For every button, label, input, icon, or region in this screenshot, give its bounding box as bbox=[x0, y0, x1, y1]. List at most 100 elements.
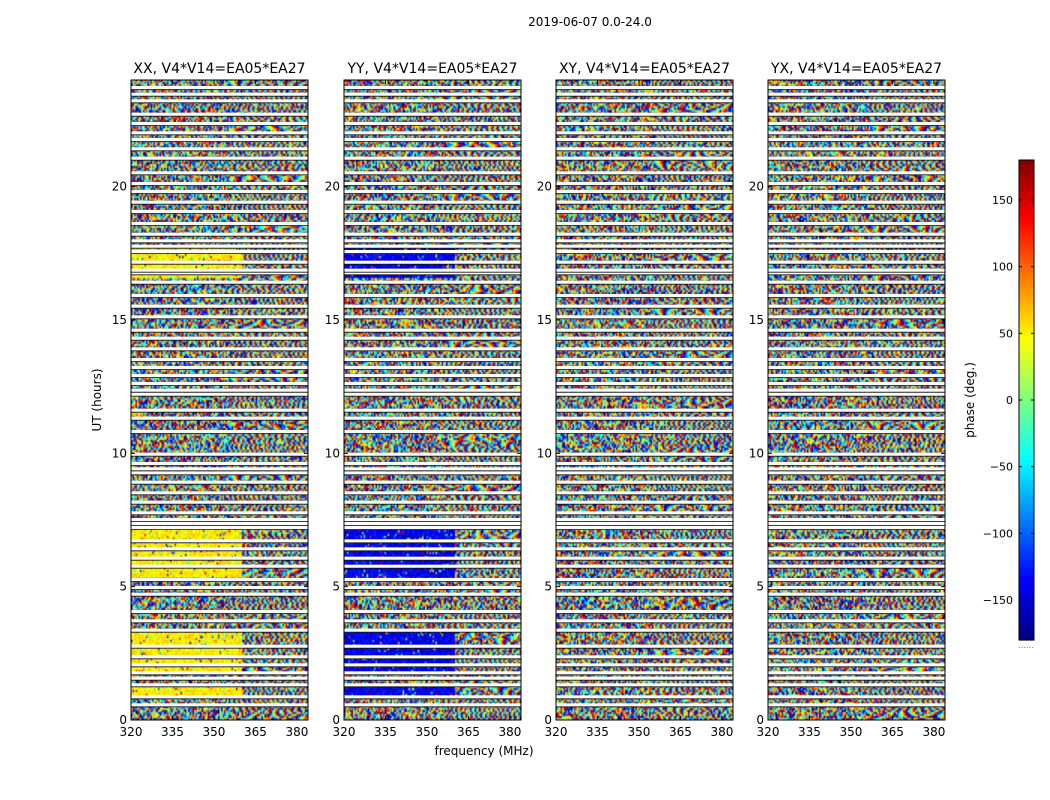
flagged-row bbox=[131, 358, 308, 362]
colorbar-segment bbox=[1019, 408, 1034, 413]
x-tick-label: 380 bbox=[922, 725, 945, 739]
flagged-row bbox=[556, 244, 733, 249]
flagged-row bbox=[131, 462, 308, 466]
flagged-row bbox=[768, 683, 945, 687]
flagged-row bbox=[131, 526, 308, 530]
flagged-row bbox=[344, 315, 521, 319]
flagged-row bbox=[768, 556, 945, 561]
flagged-row bbox=[344, 392, 521, 397]
colorbar-segment bbox=[1019, 480, 1034, 485]
colorbar-segment bbox=[1019, 604, 1034, 609]
flagged-row bbox=[131, 250, 308, 254]
flagged-row bbox=[556, 382, 733, 386]
flagged-row bbox=[344, 619, 521, 623]
colorbar-segment bbox=[1019, 360, 1034, 365]
flagged-row bbox=[131, 260, 308, 265]
panel-title: YX, V4*V14=EA05*EA27 bbox=[770, 61, 942, 77]
y-tick-label: 15 bbox=[537, 313, 552, 327]
colorbar-segment bbox=[1019, 388, 1034, 393]
panel-frame bbox=[130, 79, 309, 721]
flagged-row bbox=[344, 131, 521, 135]
colorbar-segment bbox=[1019, 252, 1034, 257]
flagged-row bbox=[556, 171, 733, 175]
flagged-row bbox=[344, 430, 521, 434]
flagged-row bbox=[131, 592, 308, 597]
colorbar-segment bbox=[1019, 456, 1034, 461]
flagged-row bbox=[768, 304, 945, 309]
x-tick-label: 350 bbox=[840, 725, 863, 739]
flagged-row bbox=[131, 491, 308, 495]
flagged-row bbox=[768, 526, 945, 530]
flagged-row bbox=[556, 526, 733, 530]
flagged-row bbox=[131, 232, 308, 237]
y-tick-label: 10 bbox=[749, 446, 764, 460]
flagged-row bbox=[768, 294, 945, 298]
flagged-row bbox=[344, 99, 521, 103]
flagged-row bbox=[344, 336, 521, 341]
flagged-row bbox=[131, 92, 308, 97]
flagged-row bbox=[768, 239, 945, 243]
flagged-row bbox=[131, 703, 308, 707]
panel-4: YX, V4*V14=EA05*EA27 320 335 350 365 380 0 5 10 1… bbox=[749, 61, 946, 739]
colorbar-segment bbox=[1019, 332, 1034, 337]
colorbar-segment bbox=[1019, 632, 1034, 637]
flagged-row bbox=[344, 239, 521, 243]
flagged-row bbox=[344, 578, 521, 582]
colorbar-segment bbox=[1019, 192, 1034, 197]
flagged-row bbox=[344, 480, 521, 485]
colorbar-segment bbox=[1019, 260, 1034, 265]
flagged-row bbox=[131, 182, 308, 186]
colorbar-segment bbox=[1019, 200, 1034, 205]
flagged-row bbox=[768, 336, 945, 341]
y-tick-label: 20 bbox=[537, 180, 552, 194]
x-tick-label: 335 bbox=[798, 725, 821, 739]
flagged-row bbox=[556, 408, 733, 413]
colorbar-segment bbox=[1019, 352, 1034, 357]
x-tick-label: 320 bbox=[120, 725, 143, 739]
flagged-row bbox=[768, 347, 945, 351]
flagged-row bbox=[556, 564, 733, 569]
y-tick-label: 20 bbox=[112, 180, 127, 194]
flagged-row bbox=[556, 190, 733, 194]
flagged-row bbox=[344, 592, 521, 597]
x-tick-label: 320 bbox=[545, 725, 568, 739]
x-tick-label: 320 bbox=[333, 725, 356, 739]
flagged-row bbox=[344, 304, 521, 309]
flagged-row bbox=[131, 564, 308, 569]
flagged-row bbox=[556, 518, 733, 522]
x-tick-label: 365 bbox=[669, 725, 692, 739]
flagged-row bbox=[768, 416, 945, 421]
flagged-row bbox=[131, 366, 308, 370]
flagged-row bbox=[344, 491, 521, 495]
flagged-row bbox=[344, 671, 521, 675]
colorbar-segment bbox=[1019, 336, 1034, 341]
flagged-row bbox=[344, 328, 521, 333]
flagged-row bbox=[131, 347, 308, 351]
flagged-row bbox=[556, 500, 733, 505]
flagged-row bbox=[131, 336, 308, 341]
flagged-row bbox=[556, 222, 733, 226]
colorbar-min-label: ...... bbox=[1018, 641, 1033, 650]
colorbar-segment bbox=[1019, 620, 1034, 625]
flagged-row bbox=[131, 271, 308, 275]
colorbar-segment bbox=[1019, 384, 1034, 389]
x-tick-label: 365 bbox=[244, 725, 267, 739]
colorbar-segment bbox=[1019, 240, 1034, 245]
colorbar-segment bbox=[1019, 396, 1034, 401]
panel-1: XX, V4*V14=EA05*EA27 320 335 350 365 380 0 5 10 1… bbox=[112, 61, 309, 739]
colorbar-segment bbox=[1019, 256, 1034, 261]
flagged-row bbox=[768, 695, 945, 699]
flagged-row bbox=[131, 268, 308, 273]
heatmap-panels: XX, V4*V14=EA05*EA27 320 335 350 365 380 0 5 10 1… bbox=[112, 61, 946, 739]
flagged-row bbox=[768, 280, 945, 285]
colorbar-segment bbox=[1019, 444, 1034, 449]
flagged-row bbox=[344, 564, 521, 569]
flagged-row bbox=[131, 518, 308, 522]
colorbar-segment bbox=[1019, 484, 1034, 489]
flagged-row bbox=[131, 147, 308, 151]
flagged-row bbox=[344, 522, 521, 526]
colorbar-segment bbox=[1019, 344, 1034, 349]
colorbar-segment bbox=[1019, 608, 1034, 613]
colorbar-tick-label: −50 bbox=[990, 461, 1013, 474]
flagged-row bbox=[344, 695, 521, 699]
